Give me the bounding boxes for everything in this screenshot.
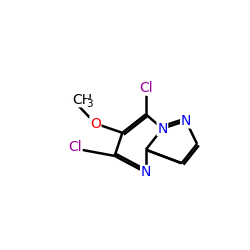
Text: N: N: [181, 114, 191, 128]
Text: CH: CH: [73, 93, 93, 107]
Text: 3: 3: [86, 99, 93, 109]
Text: N: N: [141, 166, 151, 179]
Text: O: O: [90, 116, 101, 130]
Text: Cl: Cl: [68, 140, 82, 154]
Text: Cl: Cl: [139, 81, 153, 95]
Text: N: N: [157, 122, 168, 136]
